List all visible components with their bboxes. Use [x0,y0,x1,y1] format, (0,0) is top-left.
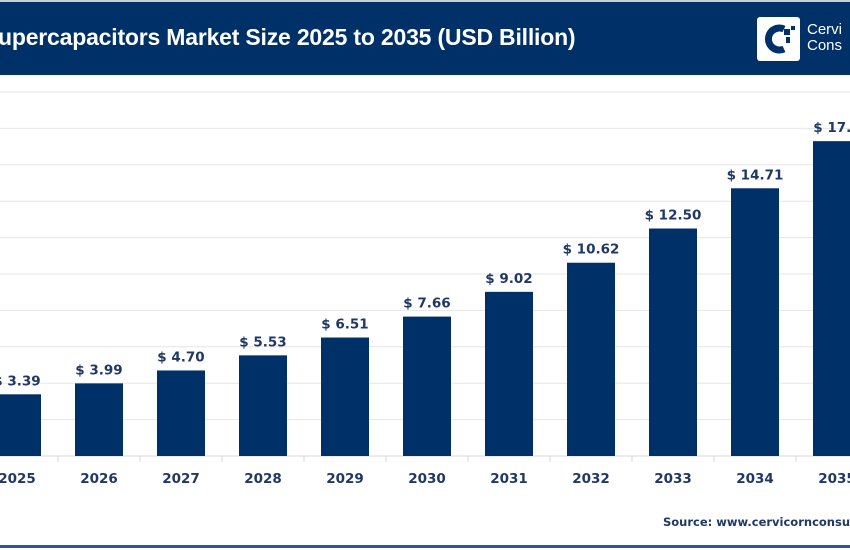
value-label-2030: $ 7.66 [403,296,450,312]
x-tick-2031: 2031 [490,471,528,487]
bottom-divider [0,545,850,548]
x-tick-2033: 2033 [654,471,692,487]
value-label-2031: $ 9.02 [485,271,532,287]
value-label-2028: $ 5.53 [239,334,286,350]
value-label-2032: $ 10.62 [563,242,620,258]
source-note: Source: www.cervicornconsultin [663,515,850,529]
cervicorn-logo-icon [757,17,800,61]
bar-2026 [75,383,123,456]
value-label-2025: $ 3.39 [0,373,41,389]
x-tick-2027: 2027 [162,471,200,487]
value-label-2026: $ 3.99 [75,362,122,378]
x-tick-2035: 2035 [818,471,850,487]
bar-2027 [157,370,205,456]
x-tick-2029: 2029 [326,471,364,487]
chart-header: upercapacitors Market Size 2025 to 2035 … [0,0,850,75]
value-label-2035: $ 17.3 [813,120,850,136]
x-tick-2028: 2028 [244,471,282,487]
value-label-2027: $ 4.70 [157,349,204,365]
logo-text: Cervi Cons [807,22,842,54]
x-tick-2025: 2025 [0,471,36,487]
bar-2032 [567,262,615,456]
bar-2033 [649,228,697,456]
value-label-2029: $ 6.51 [321,317,368,333]
chart-title: upercapacitors Market Size 2025 to 2035 … [0,24,576,50]
logo-line1: Cervi [807,21,843,38]
bar-2031 [485,291,533,456]
x-tick-2026: 2026 [80,471,118,487]
bar-2030 [403,316,451,456]
bar-2028 [239,355,287,456]
x-tick-2030: 2030 [408,471,446,487]
value-label-2033: $ 12.50 [645,208,702,224]
value-label-2034: $ 14.71 [727,167,784,183]
x-tick-2032: 2032 [572,471,610,487]
bar-2025 [0,394,41,456]
bar-chart: $ 3.39 2025 $ 3.99 2026 $ 4.70 2027 $ 5.53 2028… [0,91,850,487]
bar-2035 [813,141,850,456]
logo-line2: Cons [807,37,843,54]
bar-2034 [731,188,779,456]
x-tick-2034: 2034 [736,471,774,487]
bar-2029 [321,337,369,456]
